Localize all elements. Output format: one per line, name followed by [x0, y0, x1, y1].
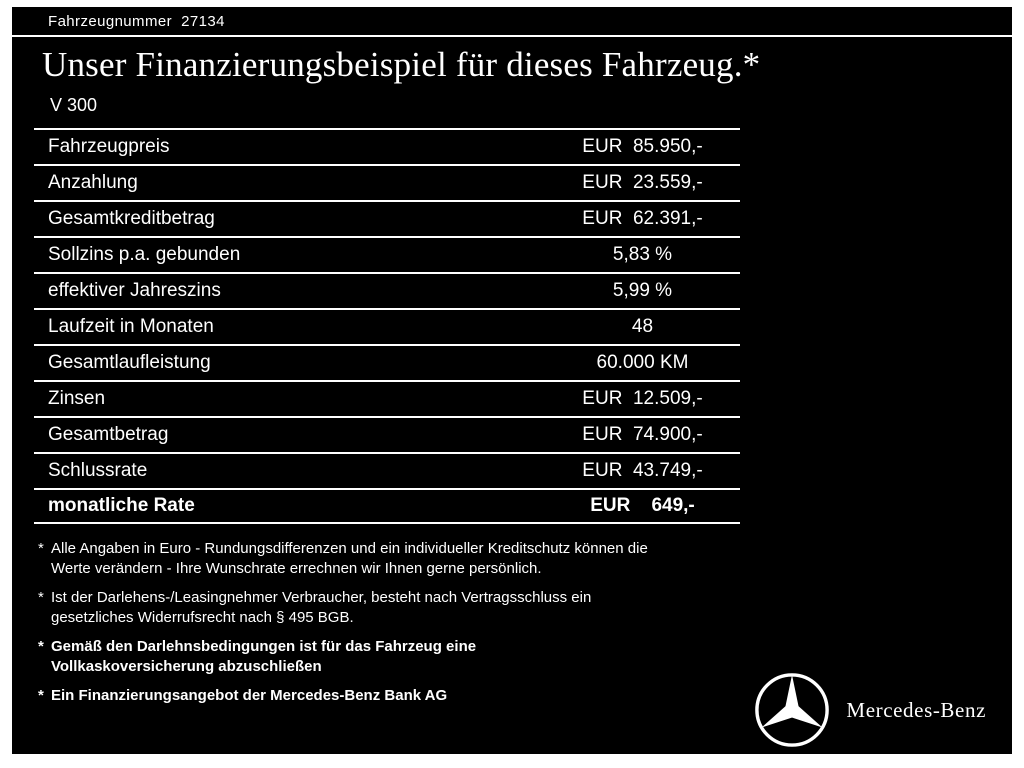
vehicle-number: Fahrzeugnummer 27134 [48, 13, 225, 30]
row-value: 48 [631, 316, 654, 337]
table-row: effektiver Jahreszins 5,99 % [34, 272, 740, 308]
footnote-marker: * [38, 540, 44, 557]
row-label: monatliche Rate [48, 495, 195, 516]
footnote-text: Ist der Darlehens-/Leasingnehmer Verbrau… [51, 589, 592, 626]
footnote: * Ist der Darlehens-/Leasingnehmer Verbr… [38, 588, 1012, 628]
row-label: Sollzins p.a. gebunden [48, 244, 241, 265]
row-value: EUR 74.900,- [582, 424, 703, 445]
table-row: Zinsen EUR 12.509,- [34, 380, 740, 416]
page-title: Unser Finanzierungsbeispiel für dieses F… [42, 45, 761, 84]
row-value: EUR 85.950,- [582, 136, 703, 157]
footnote-marker: * [38, 687, 44, 704]
row-label: Laufzeit in Monaten [48, 316, 214, 337]
finance-table: Fahrzeugpreis EUR 85.950,- Anzahlung EUR… [34, 128, 740, 524]
footnote-marker: * [38, 589, 44, 606]
vehicle-model: V 300 [50, 95, 98, 115]
mercedes-star-icon [755, 673, 830, 747]
row-label: Zinsen [48, 388, 106, 409]
row-value: EUR 43.749,- [582, 460, 703, 481]
table-row: Gesamtkreditbetrag EUR 62.391,- [34, 200, 740, 236]
row-value: EUR 62.391,- [582, 208, 703, 229]
finance-sheet: Fahrzeugnummer 27134 Unser Finanzierungs… [12, 7, 1012, 754]
row-value: 60.000 KM [596, 352, 689, 373]
table-row: Gesamtbetrag EUR 74.900,- [34, 416, 740, 452]
table-row-monthly-rate: monatliche Rate EUR 649,- [34, 488, 740, 524]
row-value: EUR 12.509,- [582, 388, 703, 409]
row-value: 5,99 % [612, 280, 673, 301]
brand-footer: Mercedes-Benz [753, 671, 986, 749]
footnote: * Alle Angaben in Euro - Rundungsdiffere… [38, 539, 1012, 579]
brand-name: Mercedes-Benz [846, 697, 986, 722]
footnote: * Gemäß den Darlehnsbedingungen ist für … [38, 637, 1012, 677]
footnote-marker: * [38, 638, 44, 655]
row-label: effektiver Jahreszins [48, 280, 221, 301]
row-value: EUR 23.559,- [582, 172, 703, 193]
row-label: Gesamtlaufleistung [48, 352, 211, 373]
table-row: Fahrzeugpreis EUR 85.950,- [34, 128, 740, 164]
row-label: Gesamtbetrag [48, 424, 169, 445]
table-row: Laufzeit in Monaten 48 [34, 308, 740, 344]
table-row: Schlussrate EUR 43.749,- [34, 452, 740, 488]
header-divider [12, 35, 1012, 37]
footnote-text: Alle Angaben in Euro - Rundungsdifferenz… [51, 540, 648, 577]
row-label: Fahrzeugpreis [48, 136, 170, 157]
row-value: 5,83 % [612, 244, 673, 265]
row-value: EUR 649,- [590, 495, 695, 516]
table-row: Gesamtlaufleistung 60.000 KM [34, 344, 740, 380]
table-row: Sollzins p.a. gebunden 5,83 % [34, 236, 740, 272]
table-row: Anzahlung EUR 23.559,- [34, 164, 740, 200]
row-label: Schlussrate [48, 460, 148, 481]
footnote-text: Ein Finanzierungsangebot der Mercedes-Be… [51, 687, 448, 704]
footnote: * Ein Finanzierungsangebot der Mercedes-… [38, 686, 1012, 706]
row-label: Anzahlung [48, 172, 138, 193]
footnotes: * Alle Angaben in Euro - Rundungsdiffere… [38, 539, 1012, 706]
row-label: Gesamtkreditbetrag [48, 208, 215, 229]
footnote-text: Gemäß den Darlehnsbedingungen ist für da… [51, 638, 477, 675]
